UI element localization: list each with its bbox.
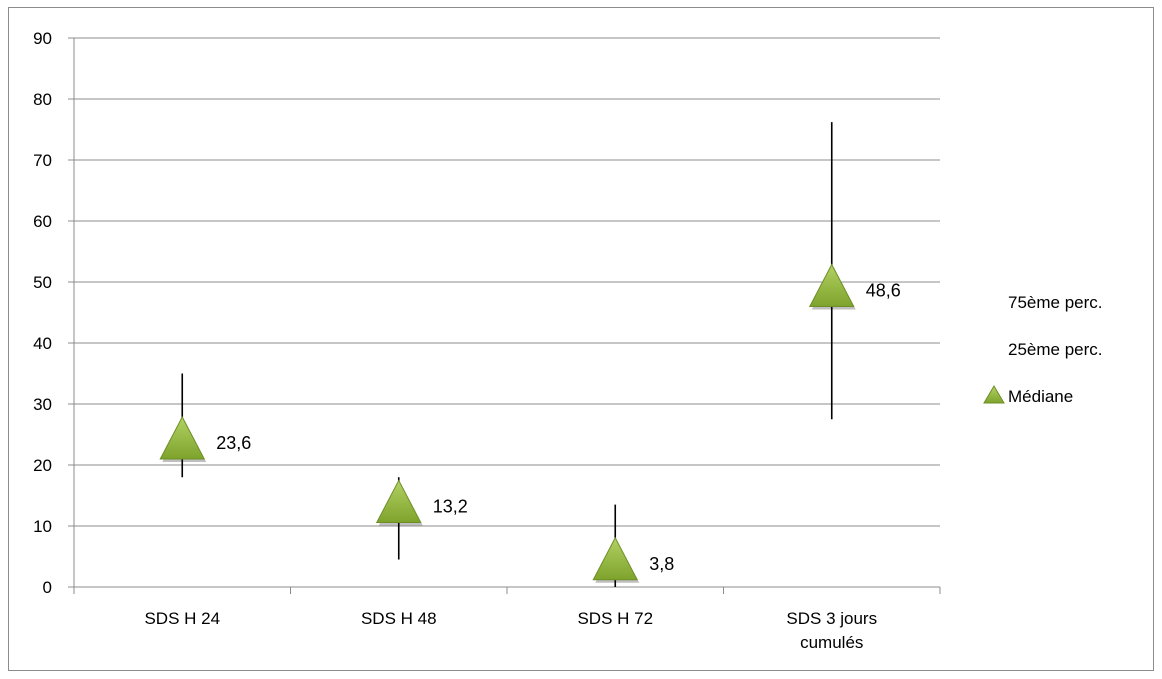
x-tick-label: SDS H 48 [361,609,437,628]
median-marker [808,263,855,307]
median-marker [592,536,639,581]
x-axis-tick-labels: SDS H 24 SDS H 48 SDS H 72 SDS 3 jours cumul… [144,609,877,652]
x-tick-label-line: SDS H 72 [577,609,653,628]
chart-frame [8,7,1154,671]
percentile-whiskers [181,122,833,587]
y-tick-label: 0 [43,578,52,597]
y-axis-tick-labels: 0 10 20 30 40 50 60 70 80 90 [33,29,52,597]
y-tick-label: 50 [33,273,52,292]
y-tick-label: 90 [33,29,52,48]
x-tick-label-line: cumulés [800,633,863,652]
median-data-label: 23,6 [216,433,251,453]
legend-median-icon [983,385,1005,404]
x-tick-label: SDS H 72 [577,609,653,628]
y-tick-label: 70 [33,151,52,170]
median-data-labels: 23,6 13,2 3,8 48,6 [216,281,901,574]
x-tick-label: SDS H 24 [144,609,220,628]
legend-label-median: Médiane [1008,387,1073,406]
median-data-label: 48,6 [866,281,901,301]
legend-label: 25ème perc. [1008,340,1103,359]
y-tick-label: 80 [33,90,52,109]
y-tick-label: 60 [33,212,52,231]
legend-label: 75ème perc. [1008,293,1103,312]
y-tick-label: 30 [33,395,52,414]
median-marker [375,479,422,523]
median-data-label: 3,8 [649,554,674,574]
y-tick-label: 20 [33,456,52,475]
x-tick-label-line: SDS 3 jours [786,609,877,628]
x-tick-label: SDS 3 jours cumulés [786,609,877,652]
y-tick-label: 10 [33,517,52,536]
axes [68,37,941,594]
x-tick-label-line: SDS H 24 [144,609,220,628]
median-markers [159,263,856,583]
y-tick-label: 40 [33,334,52,353]
median-data-label: 13,2 [433,496,468,516]
legend: 75ème perc. 25ème perc. Médiane [983,293,1103,406]
x-tick-label-line: SDS H 48 [361,609,437,628]
median-marker [159,415,206,460]
gridlines [74,37,940,527]
